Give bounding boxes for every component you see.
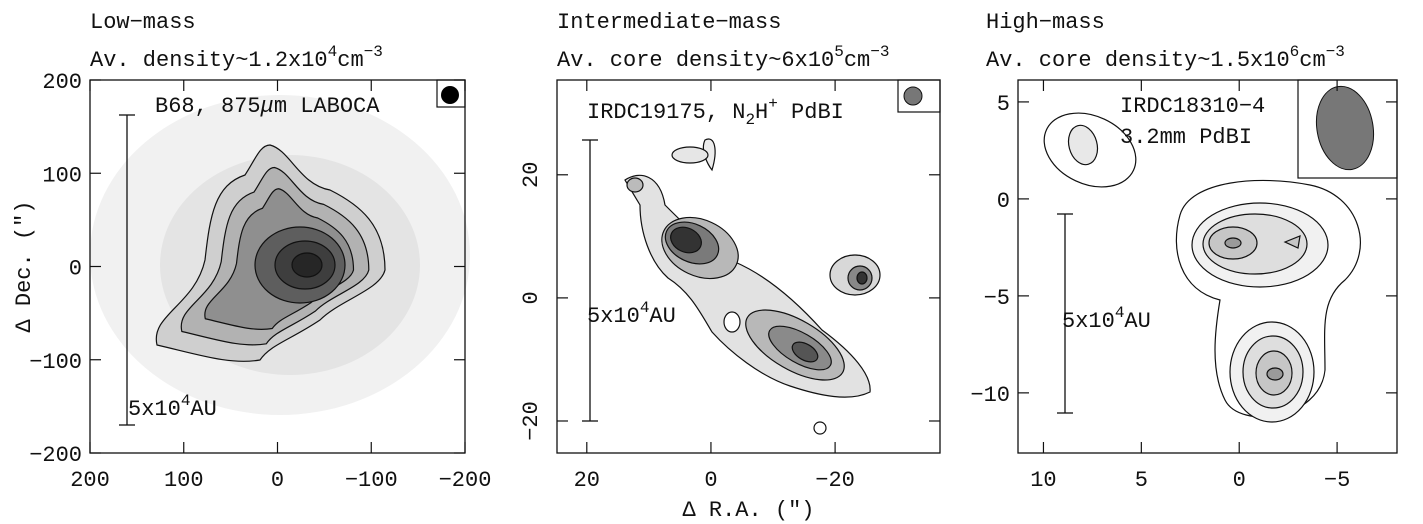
y-tick-label: 200: [42, 70, 82, 95]
text-part: IRDC19175, N: [587, 100, 745, 125]
text-part: Av. density~1.2x10: [90, 48, 328, 73]
panel-title: Low−mass: [90, 10, 196, 35]
panel-title: High−mass: [986, 10, 1105, 35]
annotation: IRDC19175, N2H+ PdBI: [587, 95, 844, 129]
panel-1-map: [90, 79, 470, 426]
scale-bar-label: 5x104AU: [128, 392, 217, 422]
panel-subtitle: Av. core density~1.5x106cm−3: [986, 43, 1345, 73]
x-tick-label: −100: [345, 468, 398, 493]
y-tick-label: −200: [29, 443, 82, 468]
text-part: 4: [1115, 304, 1125, 322]
scale-bar-label: 5x104AU: [1062, 304, 1151, 334]
y-tick-label: 5: [997, 92, 1010, 117]
text-part: Av. core density~1.5x10: [986, 48, 1290, 73]
text-part: −3: [870, 43, 889, 61]
plot-frame: [556, 79, 941, 454]
text-part: 3.2mm PdBI: [1120, 125, 1252, 150]
x-tick-label: −200: [439, 468, 492, 493]
y-tick-label: −10: [970, 383, 1010, 408]
y-tick-label: −5: [984, 286, 1010, 311]
text-part: 2: [745, 111, 755, 129]
y-tick-label: −20: [519, 401, 544, 441]
panel-subtitle: Av. density~1.2x104cm−3: [90, 43, 383, 73]
x-tick-label: 10: [1030, 468, 1056, 493]
x-axis-label: Δ R.A. (″): [682, 498, 814, 523]
annotation: 3.2mm PdBI: [1120, 125, 1252, 150]
x-tick-label: 20: [574, 468, 600, 493]
panel-title: Intermediate−mass: [557, 10, 781, 35]
text-part: 4: [181, 392, 191, 410]
text-part: B68, 875: [155, 94, 261, 119]
text-part: +: [768, 95, 778, 113]
y-axis-label: Δ Dec. (″): [12, 200, 37, 332]
text-part: 5x10: [587, 304, 640, 329]
text-part: m LABOCA: [274, 94, 380, 119]
text-part: IRDC18310−4: [1120, 94, 1265, 119]
text-part: 4: [328, 43, 338, 61]
text-part: cm: [1299, 48, 1325, 73]
x-tick-label: 0: [271, 468, 284, 493]
text-part: μ: [260, 94, 274, 119]
text-part: AU: [1124, 309, 1150, 334]
y-tick-label: 20: [519, 162, 544, 188]
annotation: IRDC18310−4: [1120, 94, 1265, 119]
panel-3-map: [1043, 79, 1398, 423]
text-part: 6: [1290, 43, 1300, 61]
text-part: Av. core density~6x10: [557, 48, 834, 73]
x-tick-label: −5: [1324, 468, 1350, 493]
panel-subtitle: Av. core density~6x105cm−3: [557, 43, 889, 73]
text-part: 5: [834, 43, 844, 61]
text-part: PdBI: [778, 100, 844, 125]
panel-2-map: [582, 79, 941, 435]
annotation: B68, 875μm LABOCA: [155, 94, 380, 119]
x-tick-label: −20: [815, 468, 855, 493]
text-part: AU: [649, 304, 675, 329]
x-tick-label: 200: [70, 468, 110, 493]
text-part: −3: [1326, 43, 1345, 61]
text-part: −3: [364, 43, 383, 61]
y-tick-label: 0: [69, 257, 82, 282]
x-tick-label: 0: [704, 468, 717, 493]
x-tick-label: 0: [1233, 468, 1246, 493]
text-part: cm: [337, 48, 363, 73]
text-part: 4: [640, 299, 650, 317]
text-part: 5x10: [1062, 309, 1115, 334]
scale-bar-label: 5x104AU: [587, 299, 676, 329]
text-part: 5x10: [128, 397, 181, 422]
y-tick-label: 0: [997, 189, 1010, 214]
y-tick-label: 0: [519, 291, 544, 304]
text-part: H: [755, 100, 768, 125]
text-part: cm: [844, 48, 870, 73]
x-tick-label: 100: [164, 468, 204, 493]
plot-frame: [1017, 79, 1398, 454]
text-part: AU: [190, 397, 216, 422]
y-tick-label: 100: [42, 163, 82, 188]
x-tick-label: 5: [1135, 468, 1148, 493]
y-tick-label: −100: [29, 350, 82, 375]
